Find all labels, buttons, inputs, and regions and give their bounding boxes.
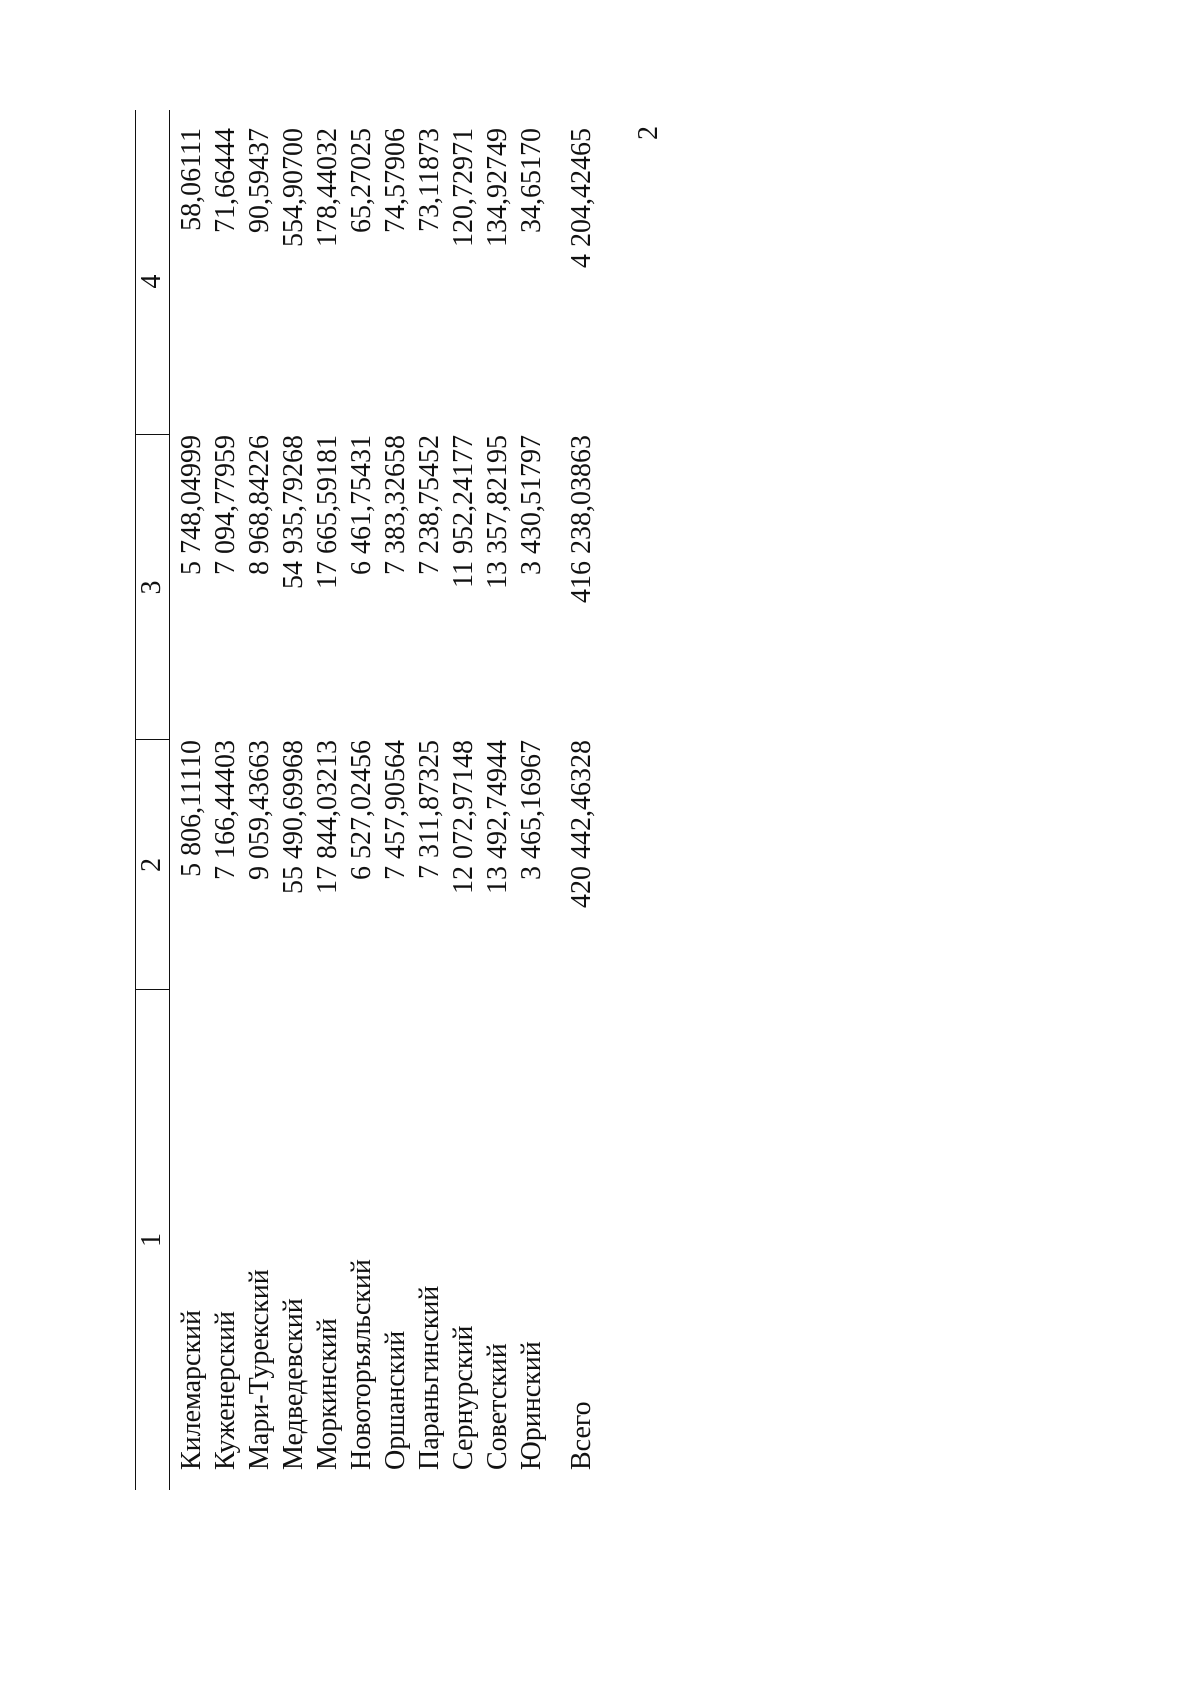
row-name: Куженерский — [210, 1310, 241, 1470]
row-name: Мари-Турекский — [244, 1269, 275, 1470]
row-value: 17 665,59181 — [312, 435, 343, 589]
total-label: Всего — [566, 1401, 597, 1470]
row-value: 34,65170 — [516, 128, 547, 233]
row-value: 13 357,82195 — [482, 435, 513, 589]
row-value: 13 492,74944 — [482, 740, 513, 894]
row-name: Советский — [482, 1343, 513, 1470]
row-value: 55 490,69968 — [278, 740, 309, 894]
total-value: 416 238,03863 — [566, 435, 597, 603]
row-value: 54 935,79268 — [278, 435, 309, 589]
row-value: 7 457,90564 — [380, 740, 411, 880]
row-value: 3 465,16967 — [516, 740, 547, 880]
row-value: 6 527,02456 — [346, 740, 377, 880]
total-value: 420 442,46328 — [566, 740, 597, 908]
row-value: 7 166,44403 — [210, 740, 241, 880]
row-value: 9 059,43663 — [244, 740, 275, 880]
row-value: 7 383,32658 — [380, 435, 411, 575]
total-value: 4 204,42465 — [566, 128, 597, 268]
row-value: 134,92749 — [482, 128, 513, 247]
row-value: 65,27025 — [346, 128, 377, 233]
page-number: 2 — [633, 126, 664, 140]
row-name: Моркинский — [312, 1318, 343, 1470]
row-value: 58,06111 — [176, 128, 207, 231]
row-value: 8 968,84226 — [244, 435, 275, 575]
row-value: 11 952,24177 — [448, 435, 479, 588]
header-cell: 2 — [136, 858, 167, 872]
header-cell: 1 — [136, 1233, 167, 1247]
row-name: Килемарский — [176, 1309, 207, 1470]
row-value: 74,57906 — [380, 128, 411, 233]
row-value: 6 461,75431 — [346, 435, 377, 575]
header-bottom-border — [169, 110, 170, 1490]
row-value: 73,11873 — [414, 128, 445, 232]
row-value: 5 748,04999 — [176, 435, 207, 575]
row-value: 120,72971 — [448, 128, 479, 247]
row-name: Медведевский — [278, 1298, 309, 1470]
row-value: 12 072,97148 — [448, 740, 479, 894]
row-value: 71,66444 — [210, 128, 241, 233]
row-name: Параньгинский — [414, 1285, 445, 1470]
row-value: 90,59437 — [244, 128, 275, 233]
row-name: Новоторъяльский — [346, 1259, 377, 1470]
row-value: 178,44032 — [312, 128, 343, 247]
row-value: 7 311,87325 — [414, 740, 445, 879]
row-value: 3 430,51797 — [516, 435, 547, 575]
row-name: Юринский — [516, 1341, 547, 1470]
header-cell: 3 — [136, 580, 167, 595]
row-name: Оршанский — [380, 1330, 411, 1470]
row-value: 554,90700 — [278, 128, 309, 247]
header-cell: 4 — [136, 274, 167, 289]
row-value: 5 806,11110 — [176, 740, 207, 877]
row-value: 7 238,75452 — [414, 435, 445, 575]
row-value: 7 094,77959 — [210, 435, 241, 575]
row-name: Сернурский — [448, 1325, 479, 1470]
rotated-page: 2 1 2 3 4 Килемарский 5 806,11110 5 748,04999 5… — [135, 110, 675, 1490]
row-value: 17 844,03213 — [312, 740, 343, 894]
